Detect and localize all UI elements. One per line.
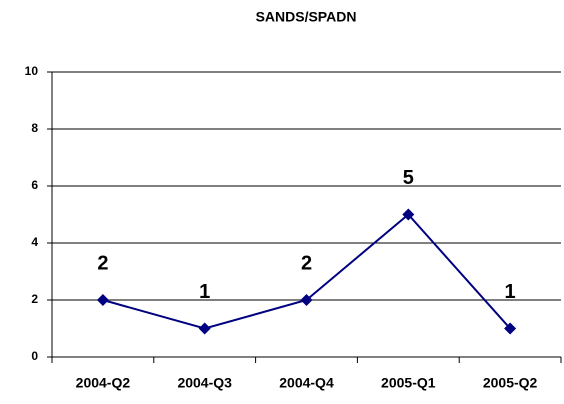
chart-title: SANDS/SPADN bbox=[256, 9, 357, 25]
marker bbox=[504, 322, 517, 335]
x-tick-label: 2005-Q1 bbox=[381, 375, 436, 391]
x-tick-label: 2004-Q4 bbox=[279, 375, 334, 391]
x-tick-label: 2005-Q2 bbox=[483, 375, 538, 391]
marker bbox=[300, 294, 313, 306]
y-tick-label: 2 bbox=[31, 292, 38, 306]
data-label: 5 bbox=[403, 167, 414, 189]
data-label: 2 bbox=[97, 252, 108, 274]
data-label: 1 bbox=[505, 281, 516, 303]
y-tick-label: 10 bbox=[25, 64, 39, 78]
x-tick-label: 2004-Q2 bbox=[76, 375, 131, 391]
y-tick-label: 4 bbox=[31, 235, 38, 249]
marker bbox=[402, 208, 415, 221]
x-tick-label: 2004-Q3 bbox=[177, 375, 232, 391]
marker bbox=[198, 322, 211, 335]
data-label: 2 bbox=[301, 252, 312, 274]
marker bbox=[96, 294, 109, 306]
y-tick-label: 8 bbox=[31, 121, 38, 135]
y-tick-label: 6 bbox=[31, 178, 38, 192]
data-label: 1 bbox=[199, 281, 210, 303]
y-tick-label: 0 bbox=[31, 349, 38, 363]
